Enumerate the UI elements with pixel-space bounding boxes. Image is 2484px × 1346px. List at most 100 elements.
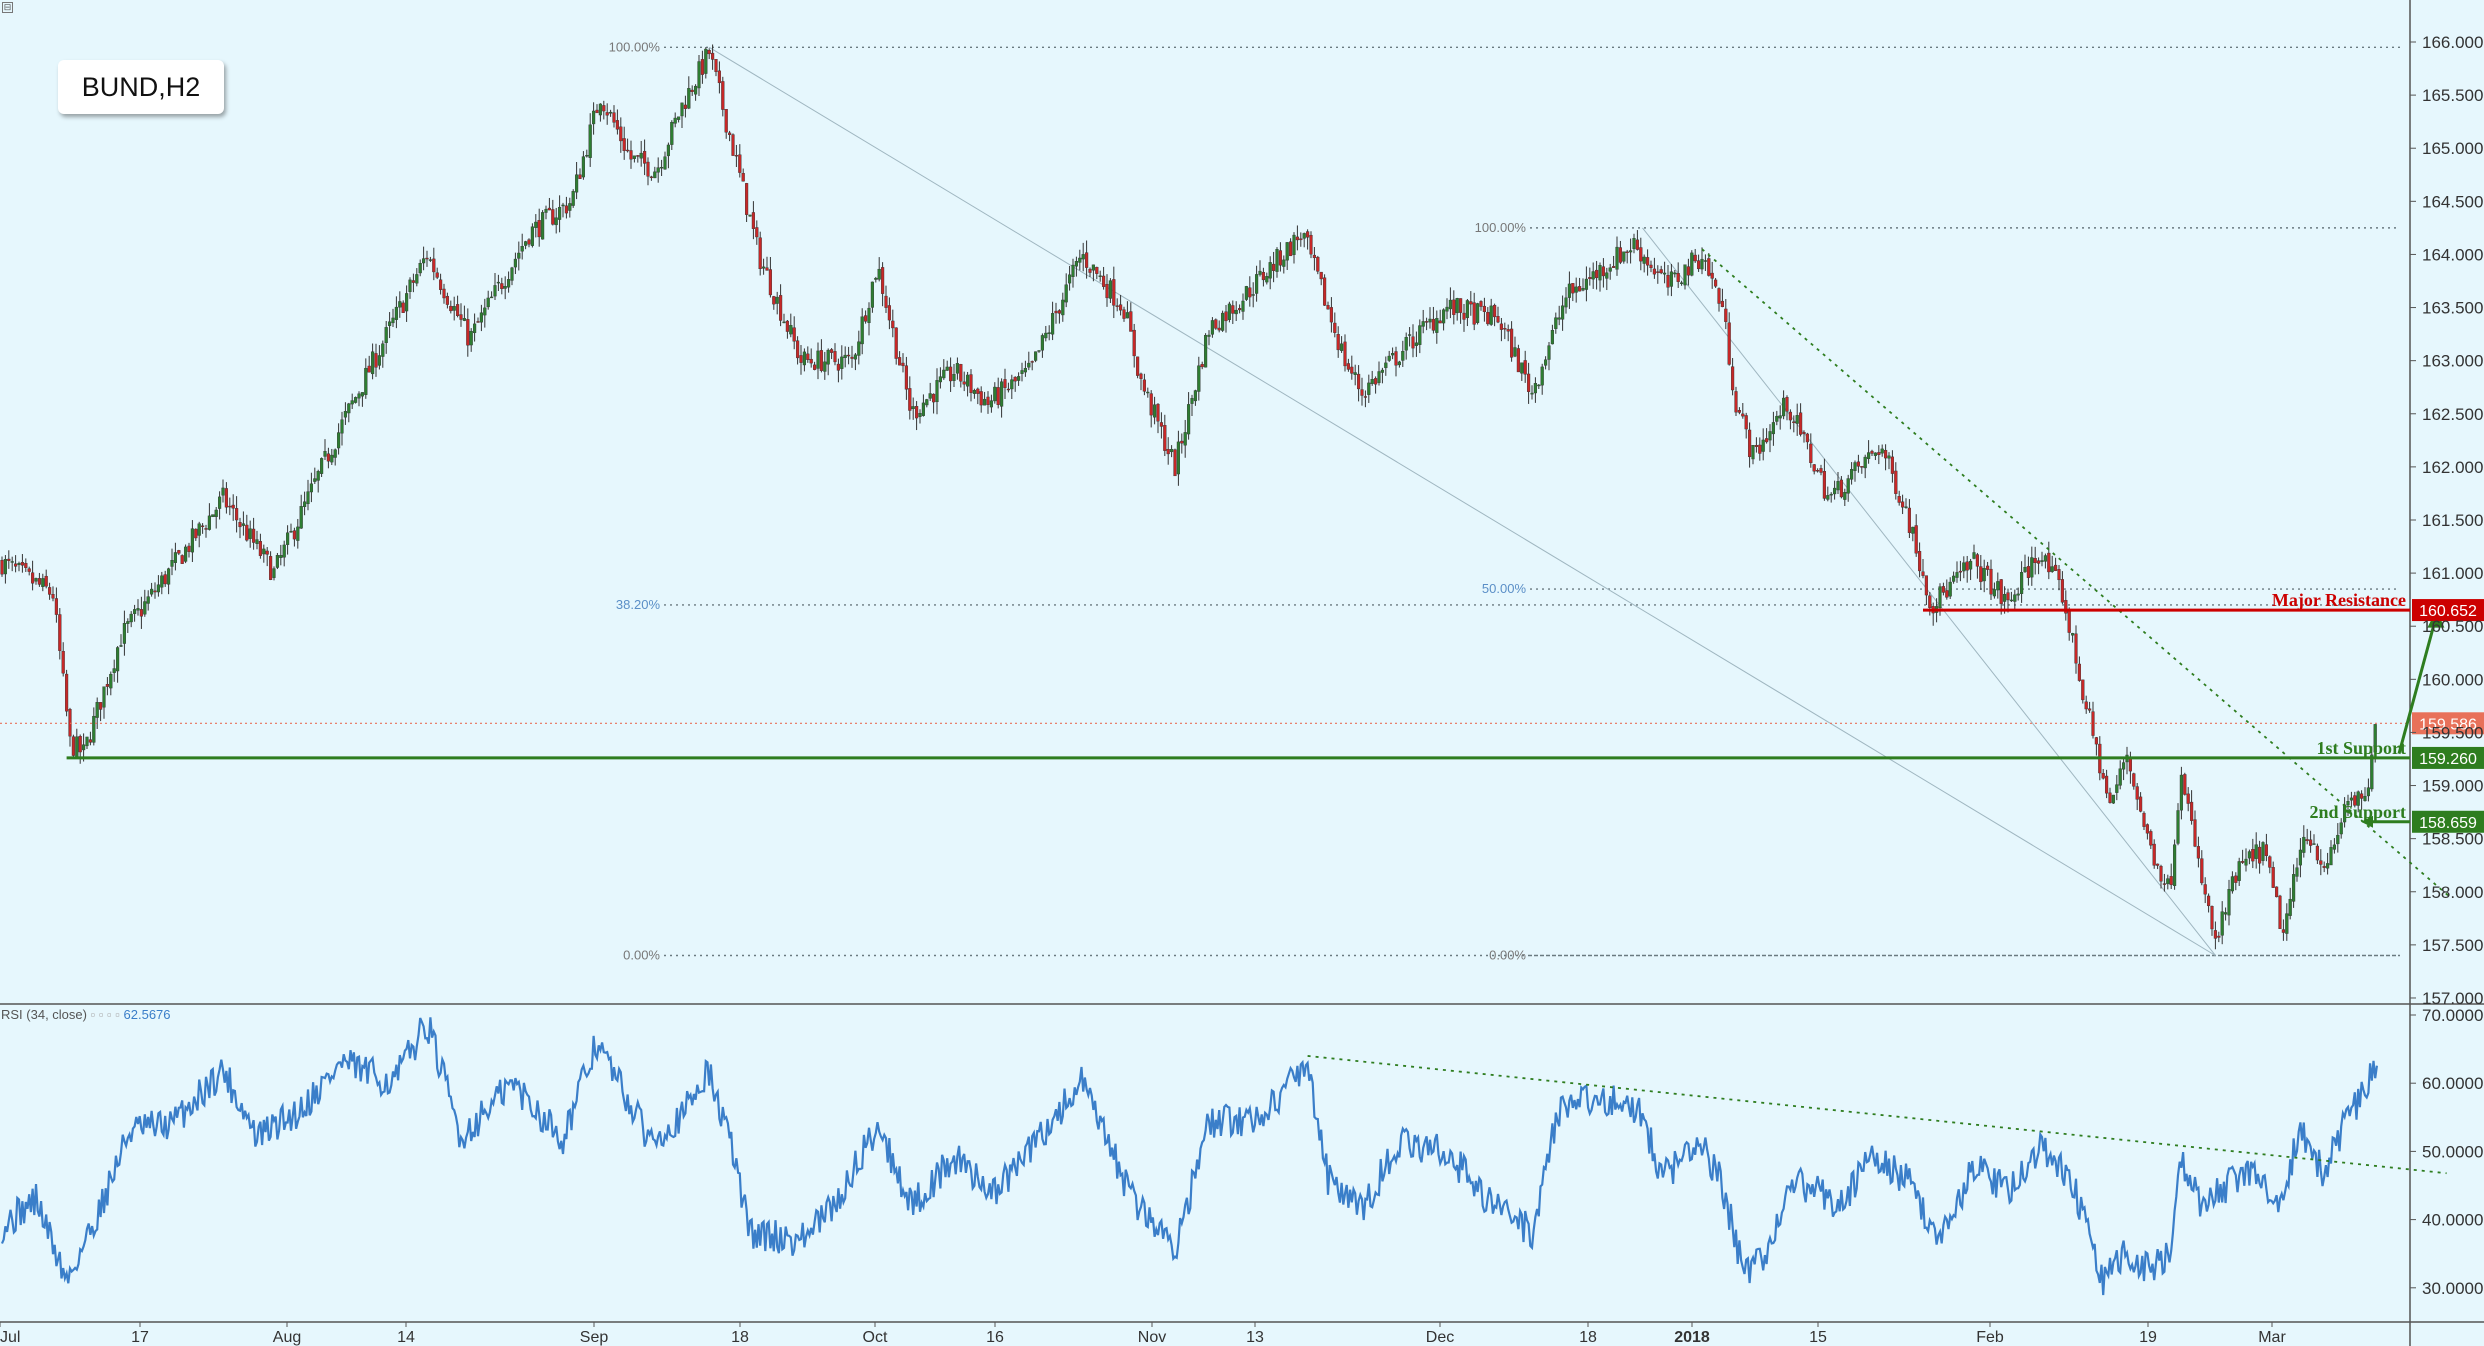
candle-body <box>1873 452 1877 456</box>
candle-body <box>2006 592 2010 601</box>
candle-body <box>1894 470 1898 494</box>
candle-body <box>85 736 89 747</box>
candle-body <box>1615 246 1619 270</box>
candle-body <box>1346 363 1350 370</box>
candle-body <box>381 343 385 357</box>
candle-body <box>1156 403 1160 422</box>
candle-body <box>2373 724 2377 753</box>
candle-body <box>0 560 4 575</box>
candle-body <box>2230 876 2234 892</box>
candle-body <box>58 614 62 651</box>
candle-body <box>1996 581 2000 591</box>
date-tick-label: 15 <box>1809 1329 1827 1346</box>
candle-body <box>1802 432 1806 435</box>
candle-body <box>479 312 483 323</box>
price-tick-label: 159.000 <box>2422 777 2483 796</box>
candle-body <box>673 117 677 124</box>
candle-body <box>1312 254 1316 259</box>
date-tick-label: Dec <box>1426 1329 1454 1346</box>
candle-body <box>632 155 636 159</box>
candle-body <box>1659 269 1663 274</box>
collapse-icon[interactable]: ⊟ <box>2 2 13 13</box>
candle-body <box>1142 379 1146 392</box>
candle-body <box>629 150 633 160</box>
candle-body <box>1540 366 1544 386</box>
candle-body <box>864 315 868 322</box>
candle-body <box>1856 461 1860 467</box>
price-tick-label: 161.000 <box>2422 564 2483 583</box>
candle-body <box>2322 865 2326 868</box>
candle-body <box>1730 366 1735 391</box>
candle-body <box>564 205 568 214</box>
candle-body <box>1098 275 1102 277</box>
candle-body <box>1373 378 1378 385</box>
candle-body <box>1985 565 1990 570</box>
fib-level-label: 38.20% <box>616 597 661 612</box>
candle-body <box>877 268 881 280</box>
rsi-legend-controls[interactable]: ▫ ▫ ▫ ▫ <box>90 1007 120 1022</box>
candle-body <box>231 504 235 509</box>
price-tick-label: 160.500 <box>2422 617 2483 636</box>
candle-body <box>802 351 806 366</box>
candle-body <box>48 587 52 595</box>
candle-body <box>207 515 211 530</box>
candle-body <box>894 327 898 359</box>
candle-body <box>405 293 409 312</box>
candle-body <box>1333 322 1337 333</box>
date-tick-label: 16 <box>986 1329 1004 1346</box>
candle-body <box>1183 432 1187 446</box>
candle-body <box>1618 247 1622 263</box>
candle-body <box>1741 413 1745 417</box>
price-tick-label: 161.500 <box>2422 511 2483 530</box>
candle-body <box>214 509 218 517</box>
candle-body <box>1924 575 1928 596</box>
rsi-tick-label: 40.0000 <box>2422 1211 2483 1230</box>
candle-body <box>411 280 415 283</box>
candle-body <box>1265 276 1269 283</box>
candle-body <box>102 686 106 708</box>
candle-body <box>2285 913 2289 934</box>
candle-body <box>1057 310 1061 314</box>
candle-body <box>2030 557 2034 578</box>
candle-body <box>969 374 973 393</box>
fib-level-label: 100.00% <box>1475 220 1527 235</box>
candle-body <box>1598 264 1602 281</box>
candle-body <box>551 209 555 225</box>
candle-body <box>54 598 58 615</box>
candle-body <box>517 252 521 259</box>
candle-body <box>1152 404 1157 418</box>
candle-body <box>476 321 480 323</box>
candle-body <box>561 204 565 207</box>
price-tick-label: 158.000 <box>2422 883 2483 902</box>
candle-body <box>2366 787 2370 797</box>
candle-body <box>1887 455 1891 459</box>
rsi-tick-label: 50.0000 <box>2422 1142 2483 1161</box>
candle-body <box>132 609 137 614</box>
candle-body <box>823 361 827 372</box>
candle-body <box>1890 456 1894 474</box>
candle-body <box>898 357 902 366</box>
candle-body <box>1220 312 1225 331</box>
current-price-tag: 159.586 <box>2419 716 2477 733</box>
candle-body <box>1013 376 1017 382</box>
date-tick-label: Nov <box>1138 1329 1166 1346</box>
candle-body <box>612 112 616 123</box>
candle-body <box>1020 370 1024 374</box>
candle-body <box>1778 415 1782 419</box>
candle-body <box>881 267 885 294</box>
candle-body <box>1744 415 1748 430</box>
candle-body <box>1666 274 1670 288</box>
price-tick-label: 163.500 <box>2422 299 2483 318</box>
candle-body <box>731 134 735 156</box>
candle-body <box>1601 266 1605 277</box>
candle-body <box>51 594 55 599</box>
rsi-tick-label: 60.0000 <box>2422 1074 2483 1093</box>
candle-body <box>1295 236 1299 241</box>
candle-body <box>1581 288 1585 291</box>
candle-body <box>1455 298 1459 314</box>
candle-body <box>949 366 953 382</box>
candle-body <box>415 274 419 284</box>
candle-body <box>690 89 694 92</box>
candle-body <box>575 174 579 193</box>
